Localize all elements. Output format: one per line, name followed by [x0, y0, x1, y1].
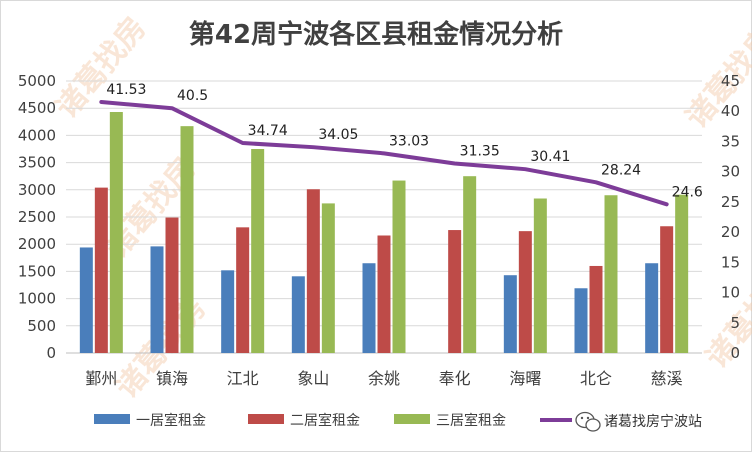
legend-label: 二居室租金: [290, 412, 360, 429]
bar-0-3: [291, 276, 305, 353]
category-label: 海曙: [509, 369, 541, 388]
bar-1-1: [165, 217, 179, 353]
left-tick-label: 0: [46, 344, 56, 362]
line-data-label: 34.74: [248, 123, 288, 139]
line-data-label: 34.05: [318, 127, 358, 143]
left-tick-label: 3000: [18, 181, 56, 199]
bar-0-2: [221, 270, 235, 353]
footer-brand: 诸葛找房宁波站: [575, 411, 702, 432]
right-tick-label: 0: [730, 344, 740, 362]
bar-series: [79, 112, 689, 354]
right-tick-label: 45: [721, 72, 740, 90]
category-label: 北仑: [580, 369, 612, 388]
legend-swatch: [248, 414, 284, 424]
bar-2-5: [463, 176, 477, 353]
line-data-label: 41.53: [106, 82, 146, 98]
line-series: 41.53 40.5 34.74 34.05 33.03 31.35 30.41 28.24 2…: [99, 82, 703, 207]
bar-2-0: [109, 112, 123, 354]
bar-1-0: [94, 187, 108, 353]
bar-2-4: [392, 180, 406, 353]
bar-0-7: [574, 288, 588, 353]
right-tick-label: 20: [721, 223, 740, 241]
right-tick-label: 5: [730, 314, 740, 332]
line-data-label: 40.5: [177, 88, 208, 104]
legend-swatch: [394, 414, 430, 424]
line-data-label: 31.35: [460, 144, 500, 160]
category-label: 余姚: [368, 369, 400, 388]
legend-swatch: [94, 414, 130, 424]
left-tick-label: 2500: [18, 208, 56, 226]
bar-1-2: [236, 227, 250, 353]
right-tick-label: 25: [721, 193, 740, 211]
bar-0-4: [362, 263, 376, 353]
right-tick-label: 10: [721, 284, 740, 302]
bar-1-8: [660, 226, 674, 353]
bar-2-1: [180, 126, 194, 353]
category-label: 鄞州: [85, 369, 117, 388]
bar-1-3: [306, 189, 320, 353]
legend: 一居室租金 二居室租金 三居室租金: [94, 412, 572, 429]
left-tick-label: 4500: [18, 99, 56, 117]
category-label: 奉化: [439, 369, 471, 388]
category-labels: 鄞州 镇海 江北 象山 余姚 奉化 海曙 北仑 慈溪: [85, 369, 682, 388]
left-tick-label: 500: [27, 317, 56, 335]
left-axis-ticks: 0 500 1000 1500 2000 2500 3000 3500 4000 4500 5000: [18, 72, 56, 362]
line-data-label: 30.41: [530, 149, 570, 165]
line-data-label: 28.24: [601, 162, 641, 178]
bar-0-0: [79, 247, 93, 353]
left-tick-label: 1500: [18, 262, 56, 280]
right-tick-label: 30: [721, 163, 740, 181]
bar-0-8: [645, 263, 659, 353]
bar-2-6: [533, 198, 547, 353]
line-data-label: 24.6: [672, 184, 703, 200]
footer-brand-text: 诸葛找房宁波站: [604, 413, 702, 430]
legend-label: 三居室租金: [436, 412, 506, 429]
legend-label: 一居室租金: [136, 412, 206, 429]
bar-2-3: [321, 203, 335, 353]
left-tick-label: 2000: [18, 235, 56, 253]
bar-2-2: [251, 149, 265, 353]
bar-0-1: [150, 246, 164, 353]
category-label: 慈溪: [651, 369, 683, 388]
bar-1-6: [518, 231, 532, 353]
bar-1-7: [589, 265, 603, 353]
right-tick-label: 40: [721, 102, 740, 120]
bar-2-8: [675, 194, 689, 353]
wechat-icon: [575, 411, 601, 432]
chart-title: 第42周宁波各区县租金情况分析: [189, 19, 563, 50]
left-tick-label: 3500: [18, 154, 56, 172]
right-tick-label: 35: [721, 132, 740, 150]
category-label: 象山: [297, 369, 329, 388]
right-axis-ticks: 0 5 10 15 20 25 30 35 40 45: [721, 72, 740, 362]
line-series-path: [99, 99, 669, 207]
line-data-label: 33.03: [389, 133, 429, 149]
category-label: 镇海: [156, 369, 188, 388]
bar-0-6: [503, 275, 517, 353]
right-tick-label: 15: [721, 253, 740, 271]
left-tick-label: 1000: [18, 290, 56, 308]
bar-2-7: [604, 195, 618, 353]
bar-1-4: [377, 235, 391, 353]
bar-1-5: [448, 230, 462, 353]
left-tick-label: 4000: [18, 126, 56, 144]
left-tick-label: 5000: [18, 72, 56, 90]
category-label: 江北: [227, 369, 259, 388]
